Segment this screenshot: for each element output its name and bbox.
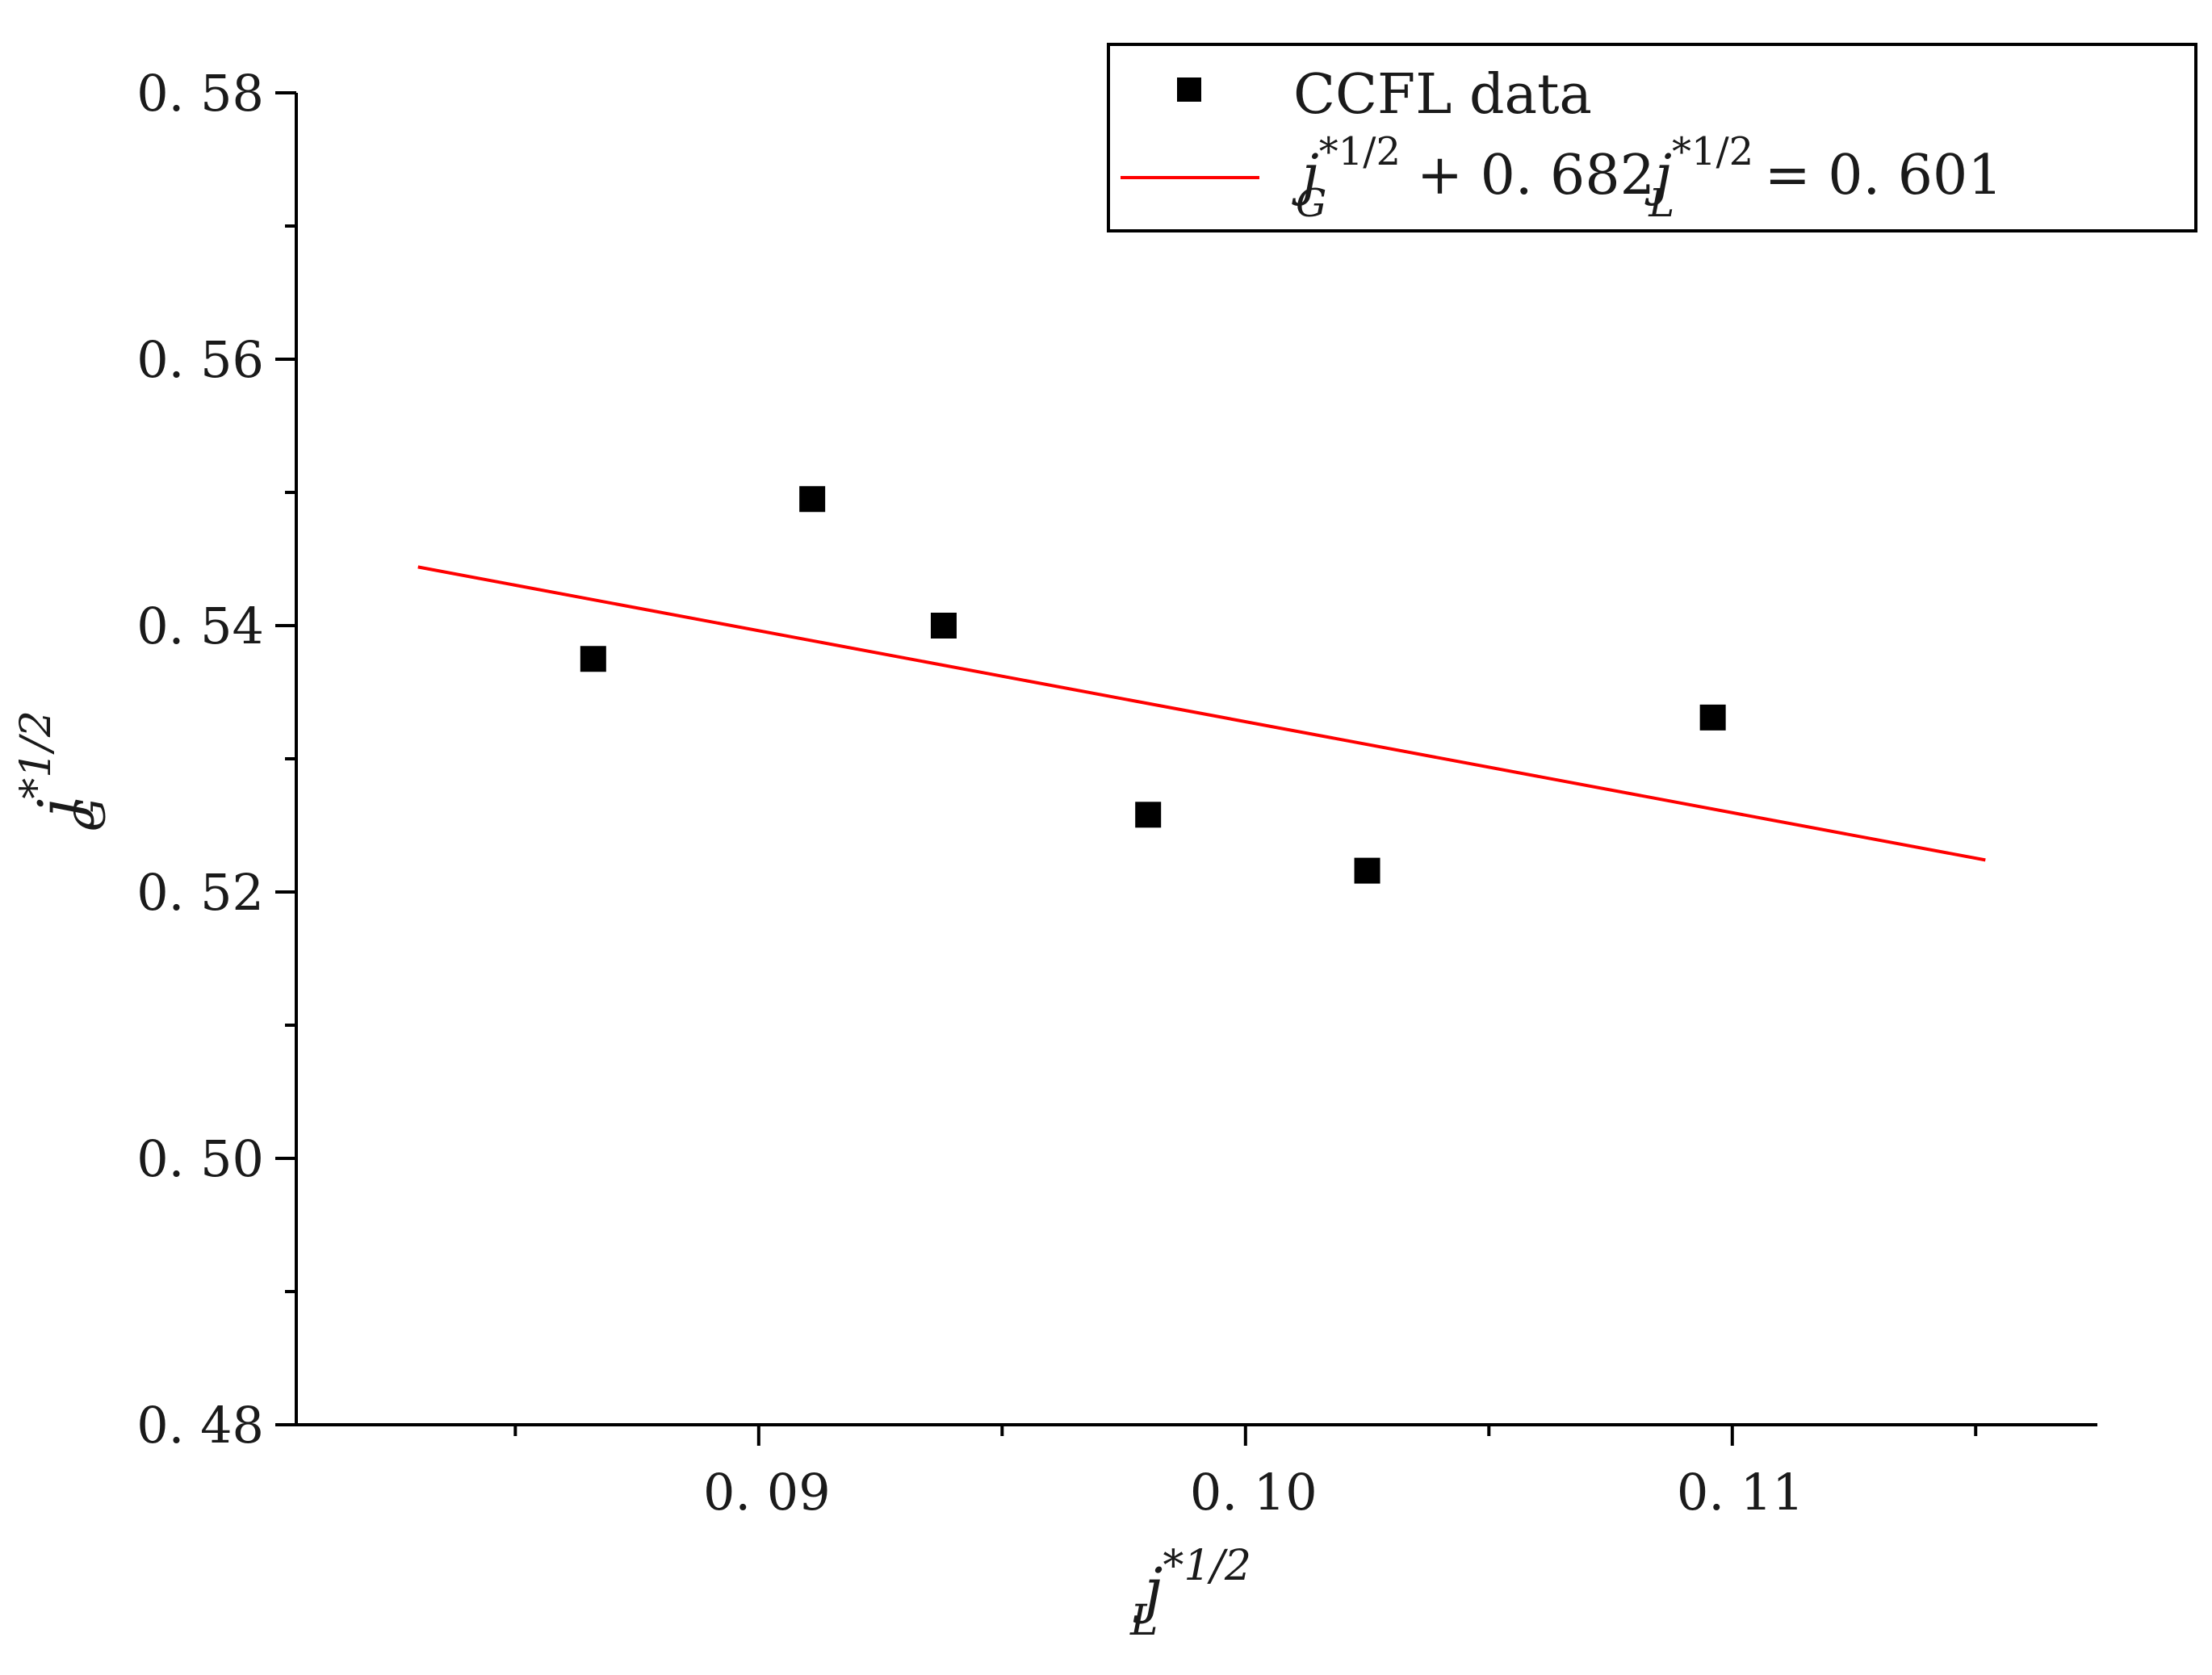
data-point <box>1135 802 1162 828</box>
data-point <box>1699 704 1726 731</box>
legend-fit-jl-sub: L <box>1648 181 1674 226</box>
x-tick-label: 0. 09 <box>703 1463 831 1522</box>
legend-fit-plus: + <box>1399 144 1480 207</box>
y-ticks: 0. 48 0. 50 0. 52 0. 54 0. 56 0. 58 <box>136 64 296 1455</box>
plot-area <box>417 486 1986 884</box>
legend-fit-coef: 0. 682 <box>1481 144 1655 207</box>
legend-fit-jl-sup: *1/2 <box>1672 129 1753 174</box>
y-axis-title-sub: G <box>67 798 115 831</box>
data-point <box>1354 857 1380 884</box>
legend-fit-jg-sub: G <box>1296 181 1326 226</box>
fit-line <box>417 565 1986 862</box>
x-tick-label: 0. 10 <box>1190 1463 1318 1522</box>
y-tick-label: 0. 54 <box>136 597 264 655</box>
y-tick-label: 0. 56 <box>136 330 264 389</box>
y-axis-title-sup: *1/2 <box>12 710 61 799</box>
y-tick-label: 0. 50 <box>136 1129 264 1188</box>
data-point <box>930 613 957 639</box>
y-axis-title: j*1/2G <box>12 710 115 831</box>
x-axis-title-sub: L <box>1129 1597 1158 1645</box>
x-ticks: 0. 09 0. 10 0. 11 <box>513 1425 1978 1522</box>
x-axis-title-sup: *1/2 <box>1163 1542 1251 1590</box>
legend-marker-square <box>1177 77 1201 102</box>
legend-fit-jg-sup: *1/2 <box>1319 129 1401 174</box>
legend-label-fit: j*1/2 G + 0. 682j*1/2 L = 0. 601 <box>1292 129 2003 226</box>
legend: CCFL data j*1/2 G + 0. 682j*1/2 L = 0. 601 <box>1107 43 2197 232</box>
y-tick-label: 0. 58 <box>136 64 264 123</box>
legend-fit-eq: = <box>1747 144 1828 207</box>
x-axis-title: j*1/2 L <box>1129 1542 1251 1645</box>
data-point <box>580 646 606 672</box>
y-tick-label: 0. 52 <box>136 863 264 922</box>
legend-fit-const: 0. 601 <box>1828 144 2002 207</box>
x-tick-label: 0. 11 <box>1677 1463 1804 1522</box>
legend-box <box>1107 43 2197 232</box>
data-point <box>799 486 826 513</box>
y-tick-label: 0. 48 <box>136 1396 264 1455</box>
legend-label-ccfl: CCFL data <box>1293 63 1592 127</box>
